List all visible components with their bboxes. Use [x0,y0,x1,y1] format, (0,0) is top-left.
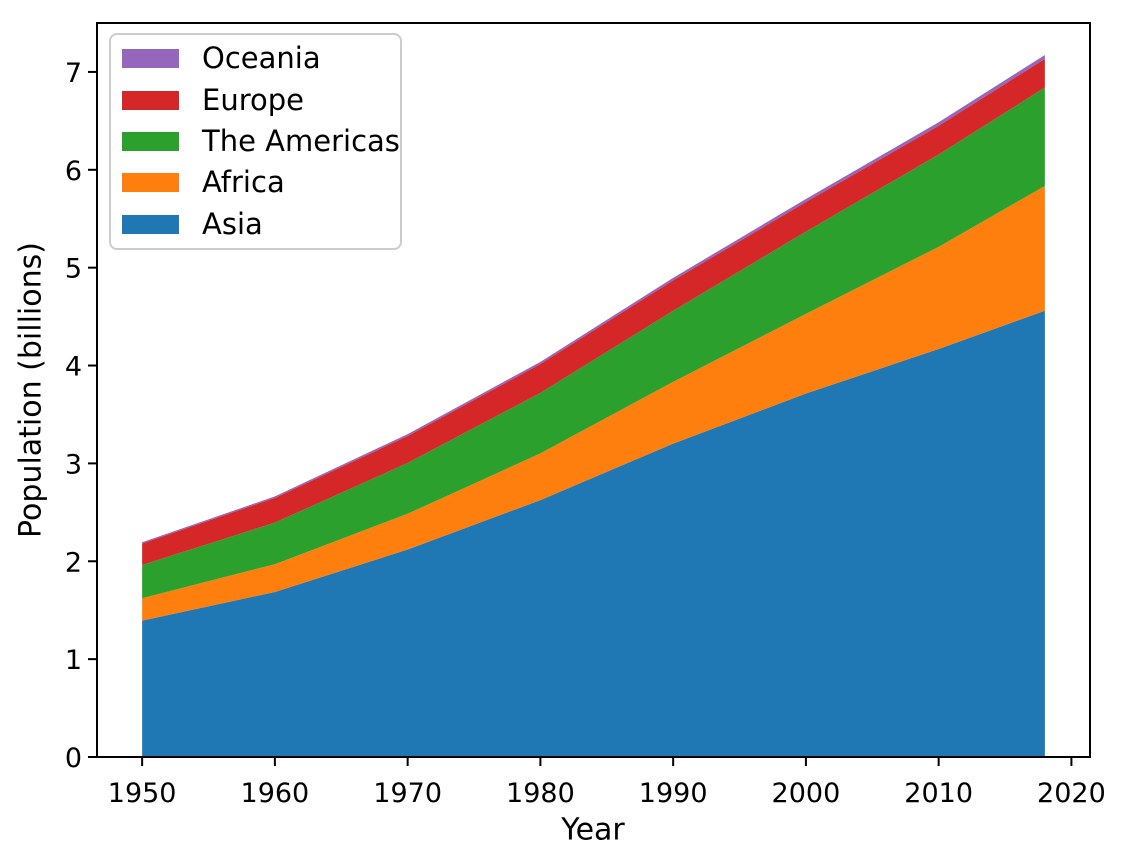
area-asia [142,310,1045,757]
x-tick-label-1970: 1970 [373,778,442,809]
legend-label-africa: Africa [202,165,285,200]
x-tick-label-2010: 2010 [904,778,973,809]
legend-item-asia: Asia [111,204,400,245]
legend-item-africa: Africa [111,162,400,203]
y-tick-label-6: 6 [65,156,82,187]
x-tick-label-2020: 2020 [1037,778,1106,809]
chart-legend: Oceania Europe The Americas Africa Asia [109,33,402,250]
y-tick-label-0: 0 [65,743,82,774]
legend-item-oceania: Oceania [111,38,400,79]
legend-label-europe: Europe [202,82,304,117]
y-tick-label-3: 3 [65,449,82,480]
area-the-americas [142,87,1045,599]
legend-label-the-americas: The Americas [202,123,400,158]
x-tick-label-1960: 1960 [241,778,310,809]
y-tick-label-5: 5 [65,254,82,285]
area-europe [142,58,1045,565]
legend-label-asia: Asia [202,206,263,241]
x-tick-label-2000: 2000 [772,778,841,809]
legend-swatch-africa [122,173,179,193]
legend-swatch-asia [122,214,179,234]
legend-label-oceania: Oceania [202,41,321,76]
y-tick-label-7: 7 [65,58,82,89]
y-tick-label-4: 4 [65,352,82,383]
y-axis-label: Population (billions) [13,242,49,538]
plot-border [96,22,1091,758]
x-tick-label-1980: 1980 [506,778,575,809]
y-tick-label-1: 1 [65,645,82,676]
legend-swatch-oceania [122,49,179,69]
legend-item-the-americas: The Americas [111,121,400,162]
legend-swatch-europe [122,90,179,110]
x-tick-label-1950: 1950 [108,778,177,809]
area-africa [142,185,1045,621]
x-axis-label: Year [561,812,625,848]
x-tick-label-1990: 1990 [639,778,708,809]
y-tick-label-2: 2 [65,547,82,578]
legend-swatch-the-americas [122,131,179,151]
legend-item-europe: Europe [111,79,400,120]
